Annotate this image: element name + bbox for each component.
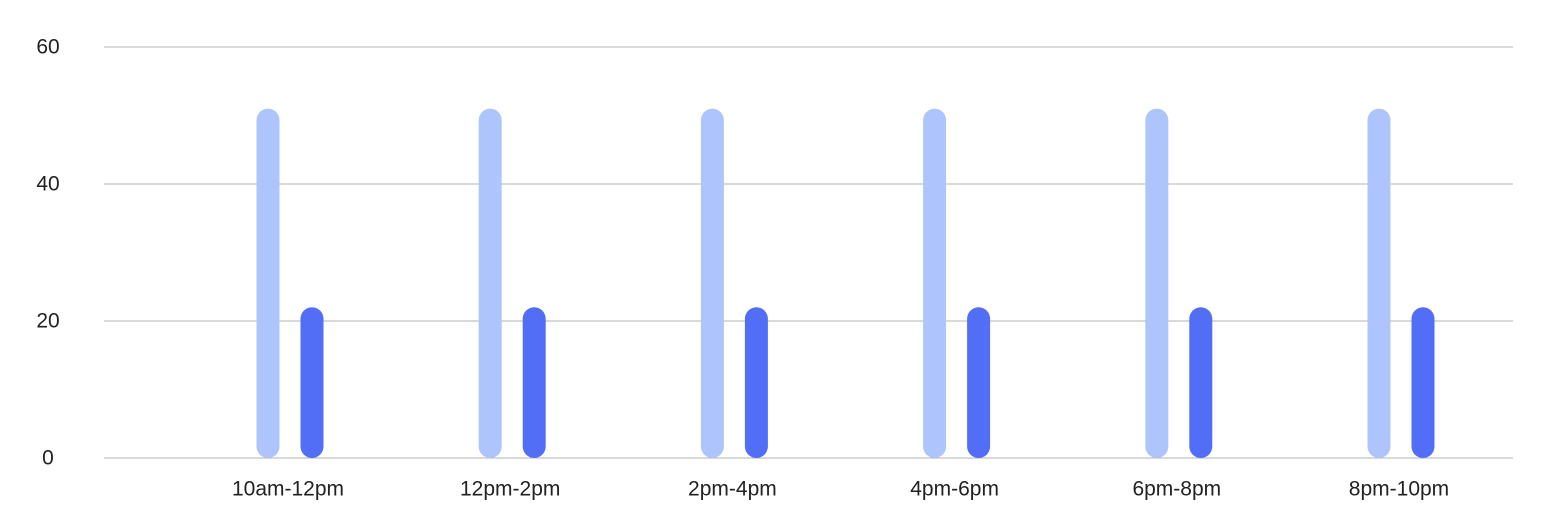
bar-series-1-5	[1367, 108, 1391, 459]
x-category-label: 2pm-4pm	[688, 478, 777, 501]
bar-series-2-3	[967, 307, 991, 458]
y-tick-label: 60	[36, 36, 59, 59]
bar-series-2-1	[522, 307, 546, 458]
x-category-label: 10am-12pm	[232, 478, 344, 501]
x-category-label: 4pm-6pm	[910, 478, 999, 501]
y-tick-label: 0	[42, 447, 54, 470]
y-tick-label: 20	[36, 310, 59, 333]
bar-series-1-1	[478, 108, 502, 459]
x-category-label: 6pm-8pm	[1132, 478, 1221, 501]
bar-series-2-4	[1189, 307, 1213, 458]
bar-series-1-2	[700, 108, 724, 459]
x-category-label: 12pm-2pm	[460, 478, 560, 501]
gridlines	[104, 46, 1513, 459]
bar-series-2-0	[300, 307, 324, 458]
x-category-label: 8pm-10pm	[1349, 478, 1449, 501]
bar-series-1-0	[256, 108, 280, 459]
bars	[256, 108, 1435, 459]
bar-series-1-4	[1145, 108, 1169, 459]
x-axis-categories: 10am-12pm 12pm-2pm 2pm-4pm 4pm-6pm 6pm-8pm 8p…	[232, 478, 1449, 501]
y-axis-ticks: 0 20 40 60	[36, 36, 59, 470]
bar-series-2-2	[744, 307, 768, 458]
bar-series-2-5	[1411, 307, 1435, 458]
y-tick-label: 40	[36, 173, 59, 196]
bar-series-1-3	[923, 108, 947, 459]
